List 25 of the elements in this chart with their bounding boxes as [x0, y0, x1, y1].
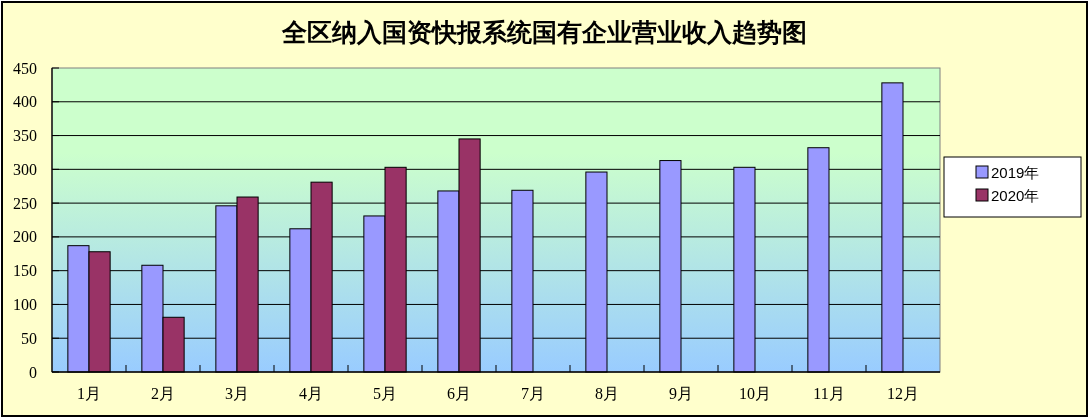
x-tick-label: 3月	[225, 384, 249, 402]
y-tick-label: 100	[13, 295, 37, 313]
y-tick-label: 200	[13, 228, 37, 246]
x-tick-label: 12月	[887, 384, 919, 402]
y-tick-label: 150	[13, 262, 37, 280]
y-tick-label: 400	[13, 93, 37, 111]
chart-title: 全区纳入国资快报系统国有企业营业收入趋势图	[281, 18, 807, 46]
x-tick-label: 1月	[77, 384, 101, 402]
x-tick-label: 10月	[739, 384, 771, 402]
y-tick-label: 450	[13, 59, 37, 77]
x-tick-label: 8月	[595, 384, 619, 402]
x-tick-label: 9月	[669, 384, 693, 402]
y-tick-label: 0	[29, 363, 37, 381]
y-tick-label: 350	[13, 127, 37, 145]
x-tick-label: 6月	[447, 384, 471, 402]
y-tick-label: 250	[13, 194, 37, 212]
x-tick-label: 2月	[151, 384, 175, 402]
x-tick-label: 7月	[521, 384, 545, 402]
x-tick-label: 5月	[373, 384, 397, 402]
y-tick-label: 300	[13, 160, 37, 178]
legend-label: 2020年	[991, 186, 1040, 204]
legend-label: 2019年	[991, 163, 1040, 181]
y-tick-label: 50	[21, 329, 37, 347]
x-tick-label: 11月	[813, 384, 845, 402]
x-tick-label: 4月	[299, 384, 323, 402]
